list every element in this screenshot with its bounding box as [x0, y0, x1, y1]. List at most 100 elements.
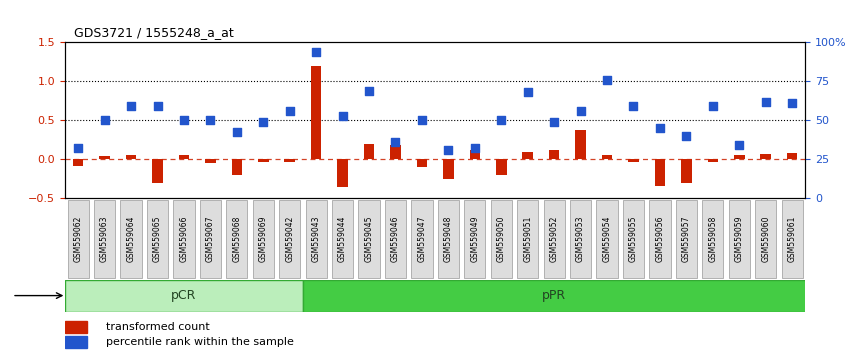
Bar [152, 159, 163, 183]
Bar [231, 159, 242, 175]
Text: GSM559066: GSM559066 [179, 216, 189, 262]
Bar [65, 280, 303, 312]
Bar [65, 321, 87, 333]
Point [573, 108, 587, 114]
FancyBboxPatch shape [623, 200, 644, 278]
Text: GSM559044: GSM559044 [338, 216, 347, 262]
Text: GSM559063: GSM559063 [100, 216, 109, 262]
Bar [760, 154, 771, 159]
Text: GSM559062: GSM559062 [74, 216, 82, 262]
Text: GSM559050: GSM559050 [497, 216, 506, 262]
Bar [73, 159, 83, 166]
Bar [655, 159, 665, 186]
Point [98, 118, 112, 123]
Text: GSM559059: GSM559059 [734, 216, 744, 262]
Text: GDS3721 / 1555248_a_at: GDS3721 / 1555248_a_at [74, 26, 233, 39]
Point [415, 118, 429, 123]
Text: GSM559055: GSM559055 [629, 216, 638, 262]
Text: GSM559067: GSM559067 [206, 216, 215, 262]
FancyBboxPatch shape [120, 200, 142, 278]
FancyBboxPatch shape [517, 200, 539, 278]
FancyBboxPatch shape [675, 200, 697, 278]
Bar [681, 159, 692, 183]
Text: GSM559051: GSM559051 [523, 216, 533, 262]
Bar [602, 155, 612, 159]
Bar [708, 159, 718, 162]
Point [442, 147, 456, 153]
Point [494, 118, 508, 123]
Point [71, 145, 85, 150]
FancyBboxPatch shape [702, 200, 723, 278]
Point [547, 119, 561, 125]
Text: GSM559060: GSM559060 [761, 216, 770, 262]
Bar [65, 336, 87, 348]
Bar [284, 159, 295, 162]
Point [653, 125, 667, 131]
Bar [338, 159, 348, 187]
Bar [258, 159, 268, 162]
FancyBboxPatch shape [728, 200, 750, 278]
Bar [575, 130, 586, 159]
Bar [443, 159, 454, 179]
Bar [734, 155, 745, 159]
Text: GSM559047: GSM559047 [417, 216, 426, 262]
FancyBboxPatch shape [147, 200, 168, 278]
Text: GSM559052: GSM559052 [550, 216, 559, 262]
Point [706, 103, 720, 109]
Text: GSM559069: GSM559069 [259, 216, 268, 262]
Bar [178, 155, 190, 159]
Text: GSM559048: GSM559048 [444, 216, 453, 262]
Point [520, 90, 534, 95]
FancyBboxPatch shape [359, 200, 379, 278]
FancyBboxPatch shape [385, 200, 406, 278]
Text: GSM559065: GSM559065 [153, 216, 162, 262]
Point [229, 129, 243, 135]
Point [362, 88, 376, 93]
Bar [787, 153, 798, 159]
FancyBboxPatch shape [226, 200, 248, 278]
Text: GSM559046: GSM559046 [391, 216, 400, 262]
FancyBboxPatch shape [279, 200, 301, 278]
Point [151, 103, 165, 109]
Bar [391, 145, 401, 159]
FancyBboxPatch shape [570, 200, 591, 278]
Point [785, 101, 799, 106]
Text: GSM559053: GSM559053 [576, 216, 585, 262]
Text: GSM559045: GSM559045 [365, 216, 373, 262]
Bar [303, 280, 818, 312]
Point [256, 119, 270, 125]
FancyBboxPatch shape [650, 200, 670, 278]
Text: pPR: pPR [542, 289, 566, 302]
FancyBboxPatch shape [782, 200, 803, 278]
Bar [469, 150, 480, 159]
Point [336, 114, 350, 119]
Point [389, 139, 403, 145]
FancyBboxPatch shape [200, 200, 221, 278]
Point [309, 49, 323, 55]
Point [627, 103, 641, 109]
FancyBboxPatch shape [491, 200, 512, 278]
Bar [496, 159, 507, 175]
Text: GSM559068: GSM559068 [232, 216, 242, 262]
Point [468, 145, 481, 150]
Bar [205, 159, 216, 163]
Bar [549, 150, 559, 159]
Point [680, 133, 694, 139]
FancyBboxPatch shape [544, 200, 565, 278]
Point [177, 118, 191, 123]
Point [733, 142, 746, 148]
Text: transformed count: transformed count [106, 322, 210, 332]
Text: GSM559061: GSM559061 [788, 216, 797, 262]
FancyBboxPatch shape [464, 200, 486, 278]
Bar [126, 155, 136, 159]
FancyBboxPatch shape [94, 200, 115, 278]
Point [759, 99, 772, 104]
FancyBboxPatch shape [755, 200, 776, 278]
Text: pCR: pCR [171, 289, 197, 302]
Text: GSM559056: GSM559056 [656, 216, 664, 262]
Text: GSM559054: GSM559054 [603, 216, 611, 262]
Bar [522, 152, 533, 159]
FancyBboxPatch shape [306, 200, 326, 278]
Text: GSM559043: GSM559043 [312, 216, 320, 262]
Text: GSM559042: GSM559042 [285, 216, 294, 262]
